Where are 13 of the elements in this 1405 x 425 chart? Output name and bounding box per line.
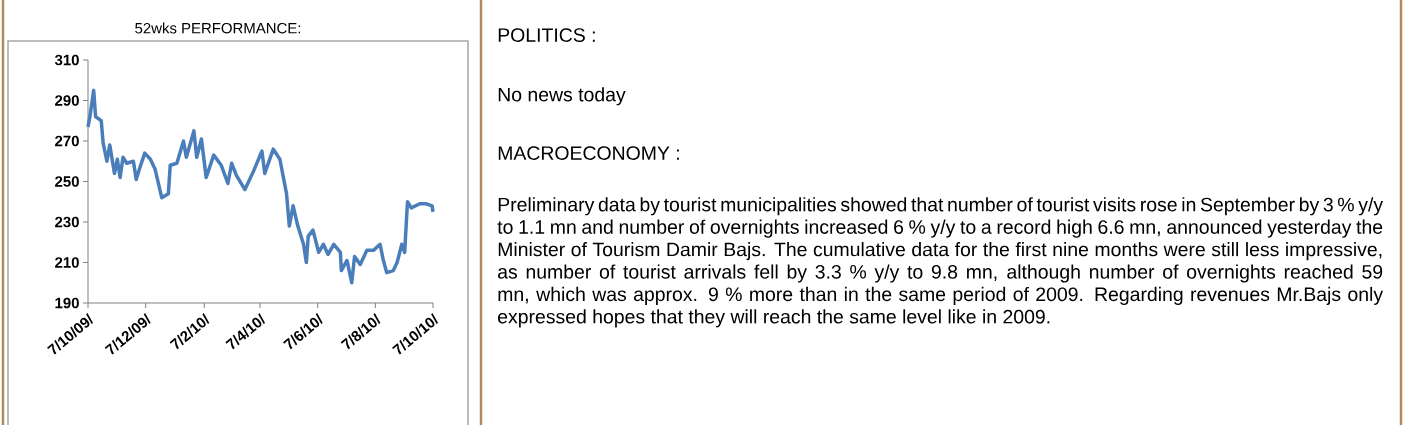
line-series: [86, 88, 435, 285]
text: No news today: [498, 87, 626, 106]
y-tick-label: 190: [55, 297, 79, 309]
y-tick-label: 230: [55, 216, 79, 228]
y-tick-label: 250: [55, 176, 79, 187]
text: Preliminary data by tourist municipalities showed that number of tourist visits rose in September by 3 % y/y to 1.1 mn and number of overnights increased 6 % y/y to a record high 6.6 mn, announced yesterday the Minister of Tourism Damir Bajs. The cumulative data for the first nine months were still less impressive, as number of tourist arrivals fell by 3.3 % y/y to 9.8 mn, although number of overnights reached 59 mn, which was approx. 9 % more than in the same period of 2009. Regarding revenues Mr.Bajs only expressed hopes that they will reach the same level like in 2009.: [497, 197, 1384, 328]
chart-title: 52wks PERFORMANCE:: [135, 22, 301, 34]
y-tick-label: 290: [55, 95, 79, 106]
y-tick-label: 310: [54, 54, 79, 66]
text: MACROECONOMY :: [498, 146, 679, 160]
text: POLITICS :: [498, 28, 595, 42]
y-tick-label: 210: [55, 257, 79, 268]
y-tick-label: 270: [55, 135, 79, 147]
